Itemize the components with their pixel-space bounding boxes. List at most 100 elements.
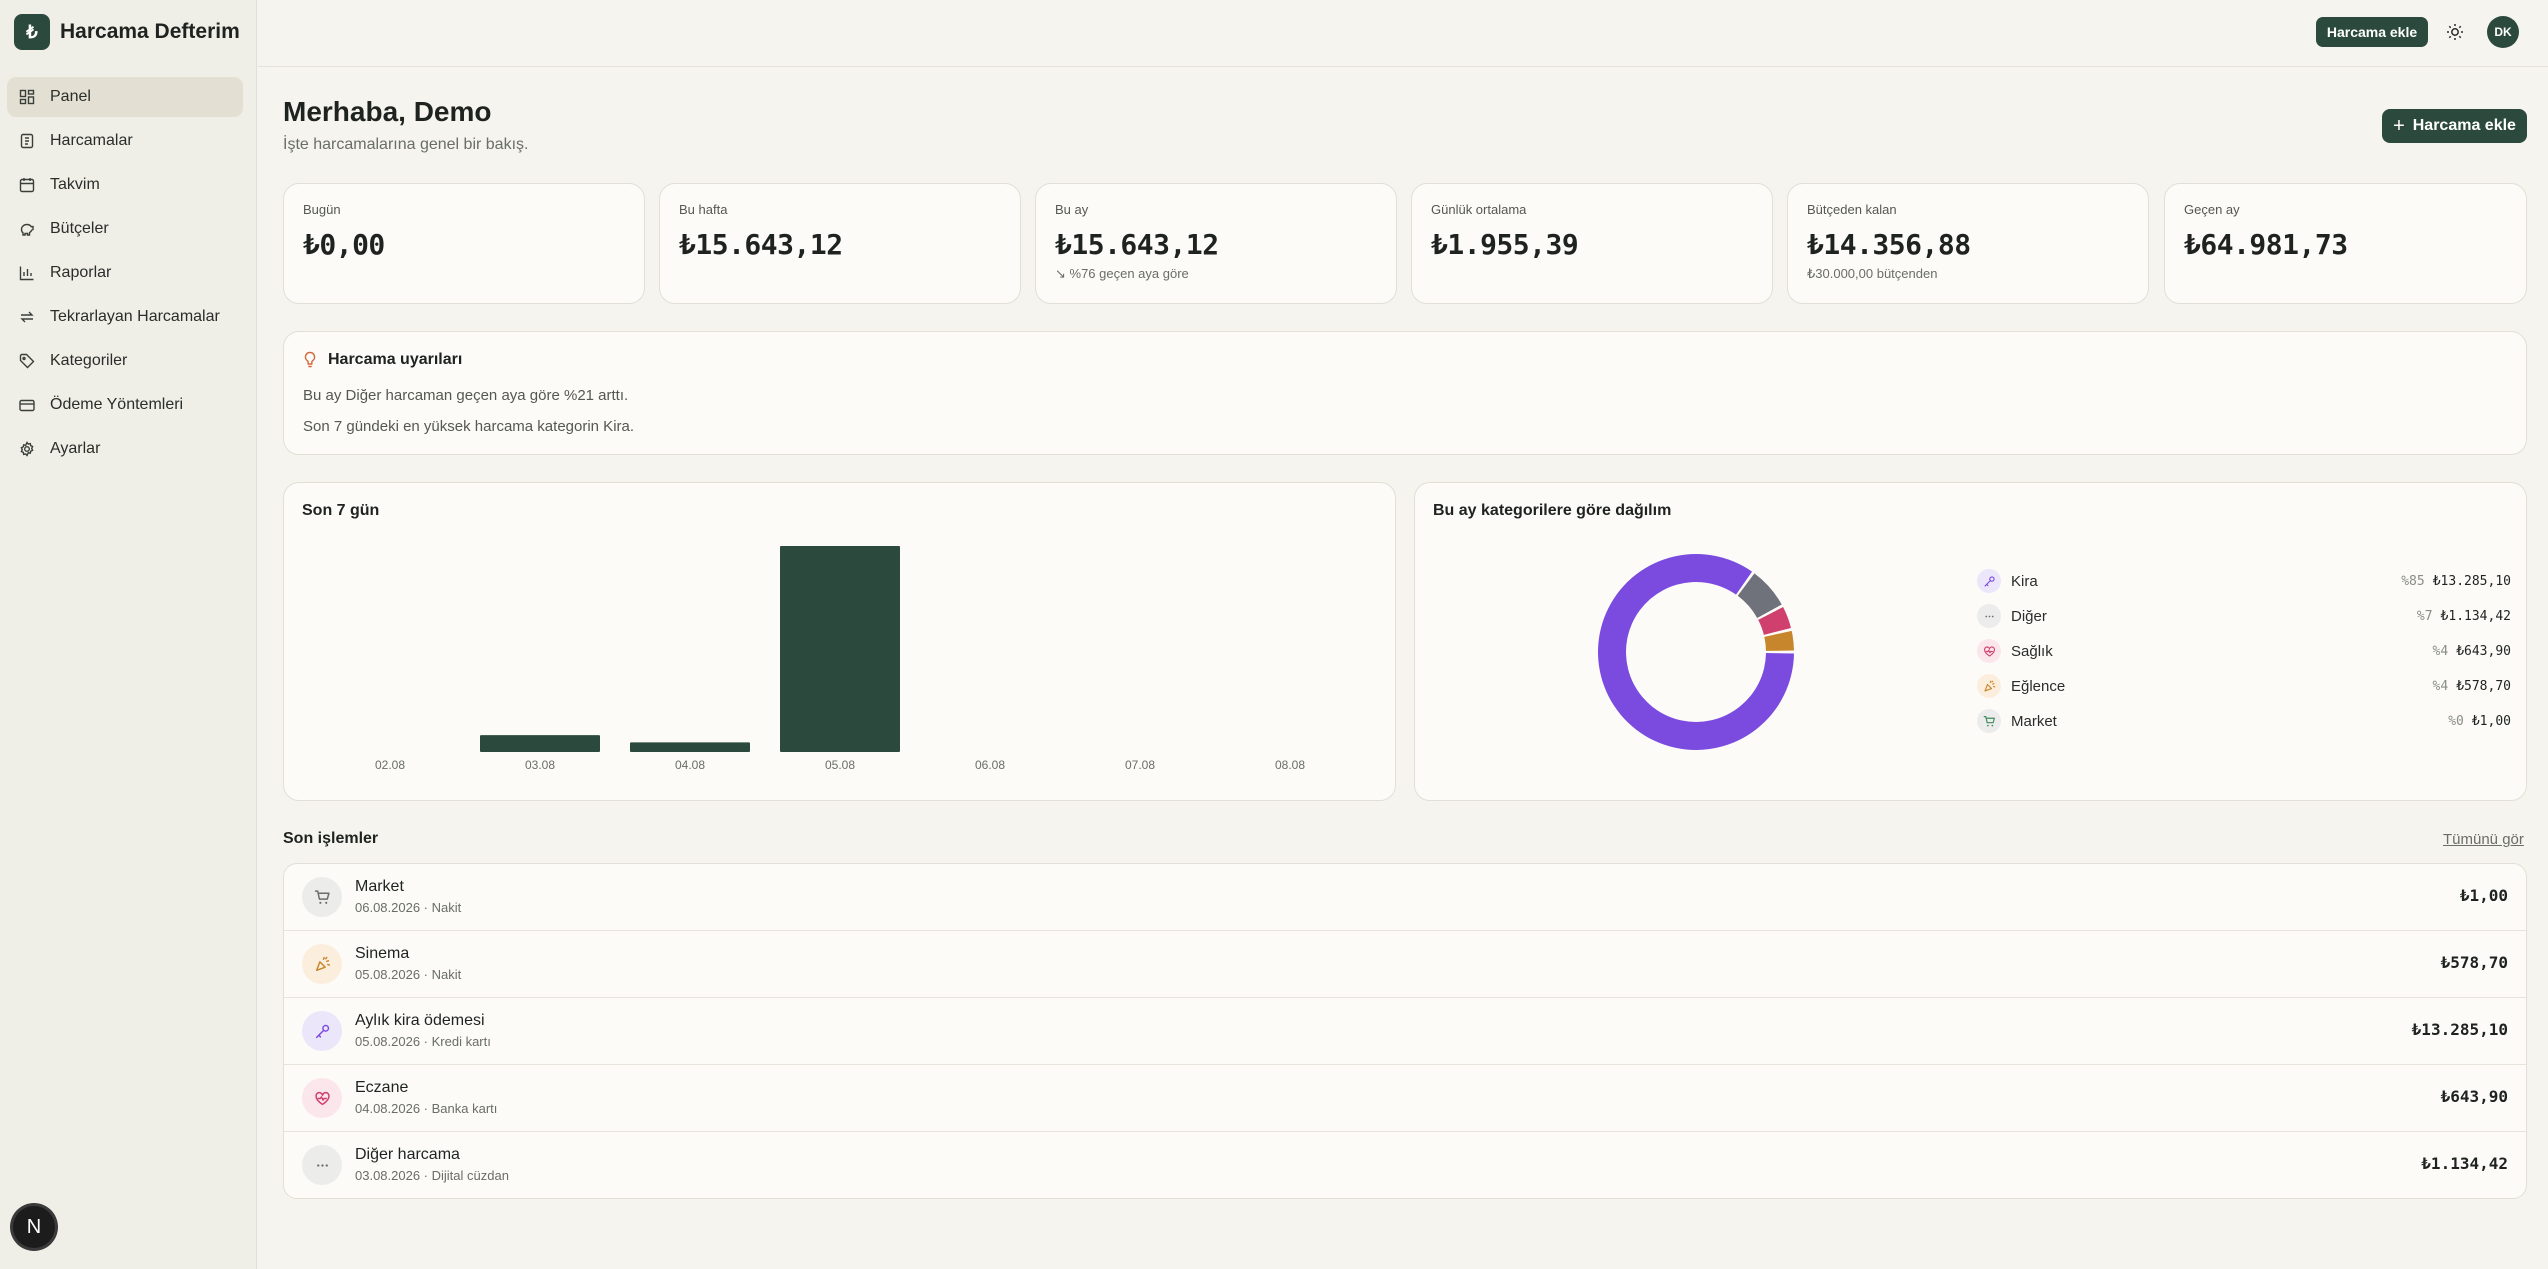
stat-label: Bugün (303, 202, 341, 217)
legend-amount: ₺1.134,42 (2440, 608, 2511, 624)
stat-value: ₺0,00 (303, 228, 385, 261)
brand[interactable]: ₺ Harcama Defterim (14, 14, 240, 50)
add-expense-label: Harcama ekle (2412, 117, 2516, 134)
transaction-name: Diğer harcama (355, 1146, 460, 1163)
transaction-name: Sinema (355, 945, 410, 962)
sidebar-item-harcamalar[interactable]: Harcamalar (7, 121, 243, 161)
legend-item[interactable]: Sağlık %4 ₺643,90 (1977, 639, 2511, 663)
avatar[interactable]: DK (2487, 16, 2519, 48)
legend-item[interactable]: Kira %85 ₺13.285,10 (1977, 569, 2511, 593)
sidebar-item-odeme[interactable]: Ödeme Yöntemleri (7, 385, 243, 425)
transaction-name: Aylık kira ödemesi (355, 1012, 485, 1029)
x-tick-label: 05.08 (825, 758, 855, 772)
legend-item[interactable]: Eğlence %4 ₺578,70 (1977, 674, 2511, 698)
sidebar-item-label: Ayarlar (50, 440, 101, 457)
party-icon (1977, 674, 2001, 698)
sidebar-item-tekrarlayan[interactable]: Tekrarlayan Harcamalar (7, 297, 243, 337)
stat-card-last-month: Geçen ay ₺64.981,73 (2164, 183, 2527, 304)
legend-label: Kira (2011, 572, 2038, 590)
sidebar-item-label: Kategoriler (50, 352, 128, 369)
sidebar-item-panel[interactable]: Panel (7, 77, 243, 117)
add-expense-button[interactable]: + Harcama ekle (2382, 109, 2527, 143)
theme-toggle-button[interactable] (2441, 18, 2469, 46)
transaction-meta: 03.08.2026 · Dijital cüzdan (355, 1168, 509, 1183)
sidebar-item-butceler[interactable]: Bütçeler (7, 209, 243, 249)
recent-transactions-title: Son işlemler (283, 830, 379, 847)
legend-label: Market (2011, 712, 2057, 730)
transaction-meta: 06.08.2026 · Nakit (355, 900, 462, 915)
sidebar-item-label: Bütçeler (50, 220, 109, 237)
bar[interactable] (780, 546, 900, 752)
legend-amount: ₺13.285,10 (2432, 573, 2511, 589)
app-title: Harcama Defterim (60, 20, 240, 43)
next-badge[interactable]: N (13, 1206, 55, 1248)
alerts-title: Harcama uyarıları (328, 351, 463, 368)
pie-slice[interactable] (1764, 630, 1794, 651)
receipt-icon (20, 133, 34, 149)
see-all-link[interactable]: Tümünü gör (2443, 831, 2524, 848)
sidebar-item-kategoriler[interactable]: Kategoriler (7, 341, 243, 381)
last-7-days-chart-card: Son 7 gün 02.08 03.08 04.08 05.08 06.08 07.08… (283, 482, 1396, 801)
topbar-add-expense-button[interactable]: Harcama ekle (2316, 17, 2428, 47)
legend-item[interactable]: Market %0 ₺1,00 (1977, 709, 2511, 733)
bar[interactable] (630, 742, 750, 752)
legend-label: Eğlence (2011, 677, 2066, 695)
party-icon (302, 944, 342, 984)
transaction-meta: 05.08.2026 · Kredi kartı (355, 1034, 491, 1049)
x-tick-label: 06.08 (975, 758, 1005, 772)
bar[interactable] (480, 735, 600, 752)
x-tick-label: 04.08 (675, 758, 705, 772)
key-icon (302, 1011, 342, 1051)
sidebar-item-raporlar[interactable]: Raporlar (7, 253, 243, 293)
key-icon (1977, 569, 2001, 593)
pie-slice[interactable] (1737, 573, 1782, 619)
transaction-amount: ₺1.134,42 (2421, 1154, 2508, 1173)
stat-value: ₺64.981,73 (2184, 228, 2348, 261)
sidebar-item-label: Tekrarlayan Harcamalar (50, 308, 220, 325)
legend-label: Diğer (2011, 607, 2047, 625)
stat-value: ₺15.643,12 (1055, 228, 1219, 261)
cart-icon (1977, 709, 2001, 733)
pie-slice[interactable] (1758, 607, 1792, 635)
transaction-row[interactable]: Market 06.08.2026 · Nakit ₺1,00 (284, 864, 2526, 931)
sidebar-item-label: Takvim (50, 176, 100, 193)
legend-label: Sağlık (2011, 642, 2053, 660)
spending-alerts-card: Harcama uyarıları Bu ay Diğer harcaman g… (283, 331, 2527, 455)
bar-chart-icon (19, 266, 34, 281)
transaction-row[interactable]: Diğer harcama 03.08.2026 · Dijital cüzdan… (284, 1132, 2526, 1198)
sidebar-item-takvim[interactable]: Takvim (7, 165, 243, 205)
chart-title: Son 7 gün (302, 502, 380, 519)
transaction-row[interactable]: Sinema 05.08.2026 · Nakit ₺578,70 (284, 931, 2526, 998)
transaction-amount: ₺643,90 (2440, 1087, 2508, 1106)
stat-label: Bu ay (1055, 202, 1089, 217)
more-icon (302, 1145, 342, 1185)
page-title: Merhaba, Demo (283, 96, 492, 127)
transaction-row[interactable]: Eczane 04.08.2026 · Banka kartı ₺643,90 (284, 1065, 2526, 1132)
heart-pulse-icon (1977, 639, 2001, 663)
transaction-list: Market 06.08.2026 · Nakit ₺1,00 Sinema 05.08… (283, 863, 2527, 1199)
sidebar-item-ayarlar[interactable]: Ayarlar (7, 429, 243, 469)
legend-percent: %4 (2432, 643, 2449, 659)
plus-icon: + (2393, 114, 2405, 137)
legend-percent: %7 (2416, 608, 2433, 624)
tag-icon (19, 353, 35, 369)
stat-value: ₺15.643,12 (679, 228, 843, 261)
transaction-amount: ₺578,70 (2440, 953, 2508, 972)
x-tick-label: 02.08 (375, 758, 405, 772)
sun-icon (2447, 24, 2463, 40)
repeat-icon (20, 311, 34, 323)
alert-line: Bu ay Diğer harcaman geçen aya göre %21 … (303, 387, 629, 404)
legend-item[interactable]: Diğer %7 ₺1.134,42 (1977, 604, 2511, 628)
transaction-amount: ₺1,00 (2459, 886, 2508, 905)
stat-card-month: Bu ay ₺15.643,12 ↘ %76 geçen aya göre (1035, 183, 1397, 304)
legend-percent: %0 (2448, 713, 2464, 729)
heart-pulse-icon (302, 1078, 342, 1118)
sidebar-item-label: Raporlar (50, 264, 112, 281)
x-tick-label: 03.08 (525, 758, 555, 772)
transaction-meta: 04.08.2026 · Banka kartı (355, 1101, 498, 1116)
topbar (258, 0, 2548, 67)
transaction-row[interactable]: Aylık kira ödemesi 05.08.2026 · Kredi kar… (284, 998, 2526, 1065)
stat-label: Bütçeden kalan (1807, 202, 1897, 217)
credit-card-icon (19, 399, 35, 412)
transaction-meta: 05.08.2026 · Nakit (355, 967, 462, 982)
